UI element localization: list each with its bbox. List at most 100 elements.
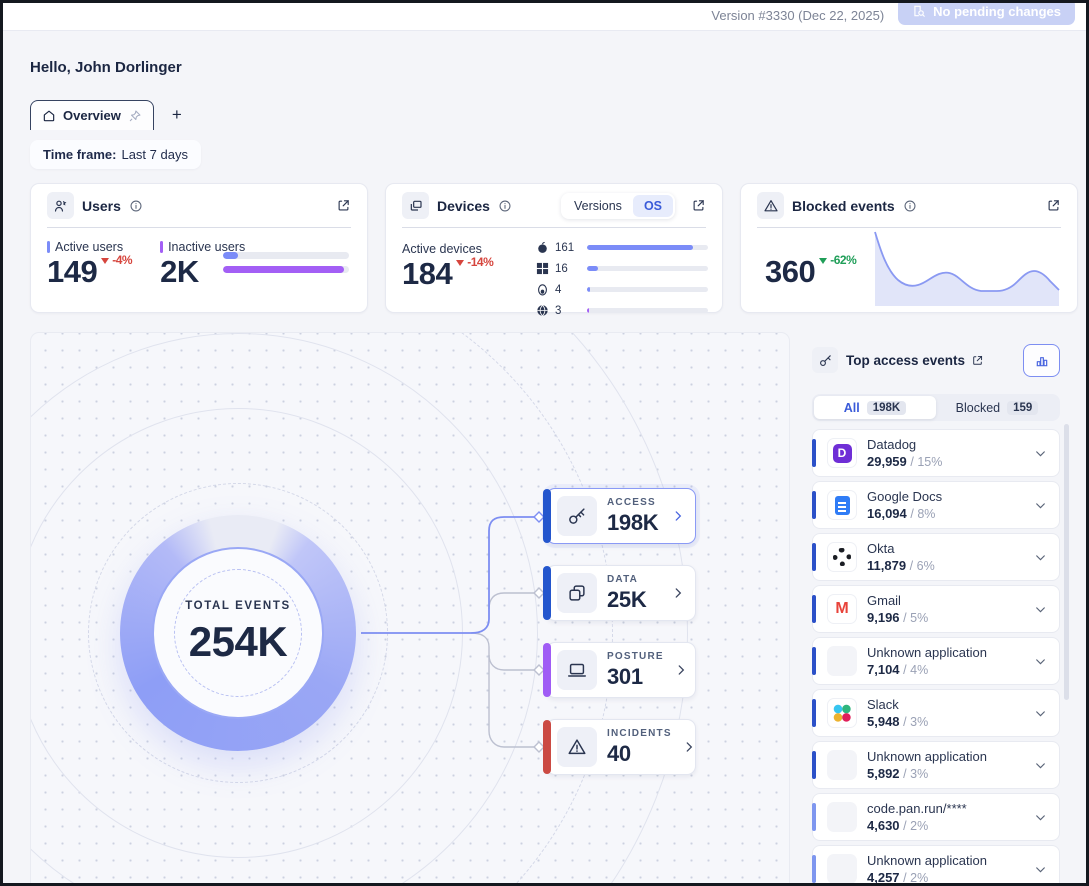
delta-down-icon xyxy=(456,259,465,266)
unknown-app-icon xyxy=(827,854,857,884)
key-icon xyxy=(557,496,597,536)
os-row-apple: 161 xyxy=(536,241,708,254)
add-tab-button[interactable]: + xyxy=(171,105,182,124)
devices-card-header: Devices Versions OS xyxy=(402,184,706,228)
blocked-events-card: Blocked events 360 -62% xyxy=(740,183,1078,313)
external-link-icon[interactable] xyxy=(971,354,984,367)
devices-card-title: Devices xyxy=(437,197,490,214)
tab-overview-label: Overview xyxy=(63,108,121,123)
chevron-down-icon[interactable] xyxy=(1034,863,1047,876)
version-label: Version #3330 (Dec 22, 2025) xyxy=(711,7,885,23)
panel-scrollbar[interactable] xyxy=(1064,424,1069,700)
devices-icon xyxy=(402,192,429,219)
os-row-other: 3 xyxy=(536,304,708,317)
donut-inner-dashed-ring xyxy=(174,569,302,697)
pin-icon[interactable] xyxy=(128,109,142,123)
node-access[interactable]: ACCESS 198K xyxy=(543,488,696,544)
chevron-down-icon[interactable] xyxy=(1034,551,1047,564)
linux-icon xyxy=(536,283,549,296)
datadog-logo xyxy=(827,438,857,468)
external-link-icon[interactable] xyxy=(691,198,706,213)
apple-icon xyxy=(536,241,549,254)
list-item-unknown-2[interactable]: Unknown application 5,892 / 3% xyxy=(812,741,1060,789)
delta-down-icon xyxy=(819,257,828,264)
info-icon[interactable] xyxy=(129,199,143,213)
tab-blocked[interactable]: Blocked 159 xyxy=(936,396,1058,419)
blocked-events-card-header: Blocked events xyxy=(757,184,1061,228)
top-bar: Version #3330 (Dec 22, 2025) No pending … xyxy=(0,0,1089,31)
timeframe-value: Last 7 days xyxy=(121,147,188,162)
users-card-header: Users xyxy=(47,184,351,228)
tab-bar: Overview + xyxy=(30,100,188,130)
tab-all[interactable]: All 198K xyxy=(814,396,936,419)
users-metrics: Active users 149 -4% Inactive users 2K xyxy=(47,240,245,290)
users-icon xyxy=(47,192,74,219)
chevron-down-icon[interactable] xyxy=(1034,707,1047,720)
slack-logo xyxy=(827,698,857,728)
toggle-versions[interactable]: Versions xyxy=(573,198,622,213)
total-events-donut: TOTAL EVENTS 254K xyxy=(120,515,356,751)
external-link-icon[interactable] xyxy=(336,198,351,213)
devices-view-toggle: Versions OS xyxy=(560,192,675,219)
list-item-unknown-3[interactable]: Unknown application 4,257 / 2% xyxy=(812,845,1060,886)
toggle-os[interactable]: OS xyxy=(632,194,673,217)
chevron-down-icon[interactable] xyxy=(1034,499,1047,512)
chevron-right-icon[interactable] xyxy=(674,663,688,677)
devices-card: Devices Versions OS Active devices 184 -1… xyxy=(385,183,723,317)
alert-triangle-icon xyxy=(757,192,784,219)
chevron-right-icon[interactable] xyxy=(682,740,696,754)
blocked-events-metric: 360 -62% xyxy=(765,253,857,289)
os-row-linux: 4 xyxy=(536,283,708,296)
gmail-logo xyxy=(827,594,857,624)
okta-logo xyxy=(827,542,857,572)
os-row-windows: 16 xyxy=(536,262,708,275)
chevron-down-icon[interactable] xyxy=(1034,447,1047,460)
node-posture[interactable]: POSTURE 301 xyxy=(543,642,696,698)
active-devices-metric: Active devices 184 -14% xyxy=(402,242,494,291)
chevron-down-icon[interactable] xyxy=(1034,655,1047,668)
chevron-down-icon[interactable] xyxy=(1034,759,1047,772)
external-link-icon[interactable] xyxy=(1046,198,1061,213)
list-item-gmail[interactable]: Gmail 9,196 / 5% xyxy=(812,585,1060,633)
list-item-okta[interactable]: Okta 11,879 / 6% xyxy=(812,533,1060,581)
doc-search-icon xyxy=(912,4,926,18)
panel-header: Top access events xyxy=(812,340,1060,380)
timeframe-chip[interactable]: Time frame: Last 7 days xyxy=(30,140,201,169)
devices-os-breakdown: 161 16 4 3 xyxy=(536,241,708,317)
copy-icon xyxy=(557,573,597,613)
bar-chart-icon xyxy=(1034,353,1050,369)
timeframe-label: Time frame: xyxy=(43,147,117,162)
info-icon[interactable] xyxy=(903,199,917,213)
node-incidents[interactable]: INCIDENTS 40 xyxy=(543,719,696,775)
info-icon[interactable] xyxy=(498,199,512,213)
list-item-datadog[interactable]: Datadog 29,959 / 15% xyxy=(812,429,1060,477)
chart-view-button[interactable] xyxy=(1023,344,1060,377)
chevron-right-icon[interactable] xyxy=(671,586,685,600)
unknown-app-icon xyxy=(827,802,857,832)
chevron-down-icon[interactable] xyxy=(1034,811,1047,824)
list-item-code-pan-run[interactable]: code.pan.run/**** 4,630 / 2% xyxy=(812,793,1060,841)
chevron-right-icon[interactable] xyxy=(671,509,685,523)
users-card: Users Active users 149 -4% xyxy=(30,183,368,313)
active-users-metric: Active users 149 -4% xyxy=(47,240,133,289)
inactive-users-bar xyxy=(223,266,344,273)
panel-title: Top access events xyxy=(846,352,966,368)
tab-overview[interactable]: Overview xyxy=(30,100,154,130)
events-map-canvas: TOTAL EVENTS 254K ACCESS 198K xyxy=(30,332,790,886)
home-icon xyxy=(42,109,56,123)
delta-down-icon xyxy=(101,257,110,264)
blocked-events-card-title: Blocked events xyxy=(792,197,895,214)
chevron-down-icon[interactable] xyxy=(1034,603,1047,616)
alert-triangle-icon xyxy=(557,727,597,767)
node-data[interactable]: DATA 25K xyxy=(543,565,696,621)
inactive-users-metric: Inactive users 2K xyxy=(160,240,246,289)
page-greeting: Hello, John Dorlinger xyxy=(30,59,182,76)
users-bars xyxy=(223,252,349,273)
list-item-unknown-1[interactable]: Unknown application 7,104 / 4% xyxy=(812,637,1060,685)
no-pending-changes-button[interactable]: No pending changes xyxy=(898,0,1075,25)
list-item-slack[interactable]: Slack 5,948 / 3% xyxy=(812,689,1060,737)
list-item-google-docs[interactable]: Google Docs 16,094 / 8% xyxy=(812,481,1060,529)
unknown-app-icon xyxy=(827,646,857,676)
google-docs-logo xyxy=(827,490,857,520)
